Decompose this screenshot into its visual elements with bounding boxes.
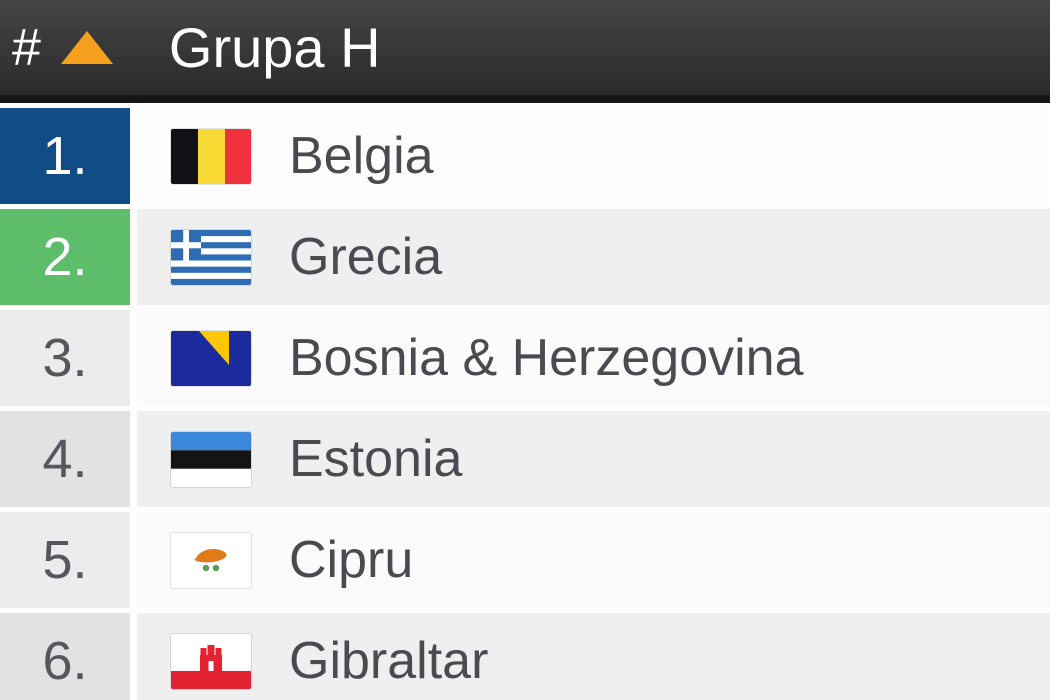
rank-cell: 5. (0, 512, 130, 608)
table-row[interactable]: 4. Estonia (0, 411, 1050, 507)
team-name[interactable]: Estonia (289, 430, 463, 488)
gibraltar-flag-icon (171, 633, 251, 689)
rank-cell: 1. (0, 108, 130, 204)
team-cell: Estonia (137, 411, 1050, 507)
table-row[interactable]: 3. Bosnia & Herzegovina (0, 310, 1050, 406)
cyprus-flag-icon (171, 532, 251, 588)
table-row[interactable]: 6. Gibraltar (0, 613, 1050, 700)
team-cell: Belgia (137, 108, 1050, 204)
table-row[interactable]: 5. Cipru (0, 512, 1050, 608)
estonia-flag-icon (171, 431, 251, 487)
team-cell: Grecia (137, 209, 1050, 305)
team-name[interactable]: Cipru (289, 531, 414, 589)
team-cell: Bosnia & Herzegovina (137, 310, 1050, 406)
belgium-flag-icon (171, 128, 251, 184)
rank-cell: 2. (0, 209, 130, 305)
rank-cell: 4. (0, 411, 130, 507)
team-cell: Gibraltar (137, 613, 1050, 700)
bosnia-herzegovina-flag-icon (171, 330, 251, 386)
group-title: Grupa H (168, 15, 381, 79)
standings-rows: 1. Belgia 2. (0, 108, 1050, 700)
rank-column-header[interactable]: # (12, 18, 41, 77)
team-name[interactable]: Gibraltar (289, 632, 489, 690)
table-header: # Grupa H (0, 0, 1050, 103)
team-name[interactable]: Bosnia & Herzegovina (289, 329, 804, 387)
sort-ascending-icon[interactable] (60, 31, 113, 64)
table-row[interactable]: 2. Grecia (0, 209, 1050, 305)
greece-flag-icon (171, 229, 251, 285)
rank-cell: 3. (0, 310, 130, 406)
table-row[interactable]: 1. Belgia (0, 108, 1050, 204)
team-name[interactable]: Grecia (289, 228, 443, 286)
team-name[interactable]: Belgia (289, 127, 434, 185)
team-cell: Cipru (137, 512, 1050, 608)
rank-cell: 6. (0, 613, 130, 700)
